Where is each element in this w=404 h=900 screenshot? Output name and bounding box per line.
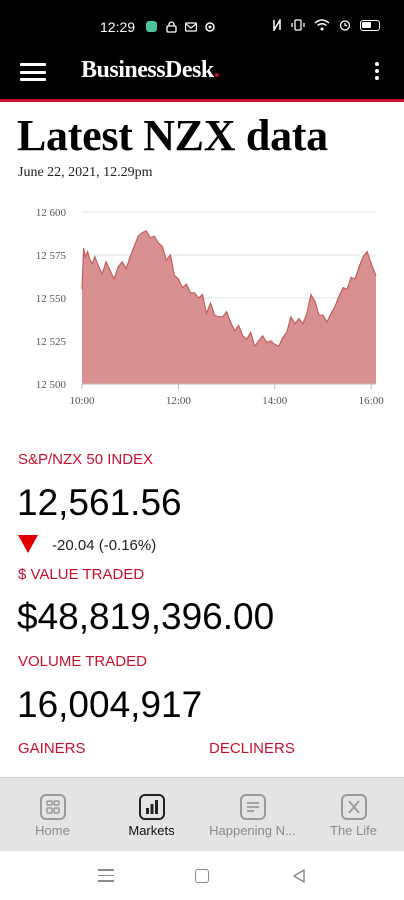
app-badge-icon	[146, 21, 157, 32]
app-bar: BusinessDesk.	[0, 40, 404, 102]
logo-dot: .	[213, 57, 220, 83]
mail-icon	[185, 22, 197, 32]
index-label: S&P/NZX 50 INDEX	[18, 451, 154, 468]
lock-icon	[166, 21, 177, 33]
home-icon	[39, 794, 66, 820]
recent-apps-icon[interactable]	[98, 869, 114, 886]
status-time: 12:29	[100, 19, 136, 35]
settings-icon	[205, 22, 215, 32]
value-traded-label: $ VALUE TRADED	[18, 566, 145, 583]
page-date: June 22, 2021, 12.29pm	[18, 165, 153, 180]
x-tick-label: 12:00	[166, 395, 192, 407]
volume-traded-label: VOLUME TRADED	[18, 653, 147, 670]
x-tick-label: 14:00	[262, 395, 288, 407]
more-vertical-icon[interactable]	[374, 62, 380, 82]
home-button-icon[interactable]	[195, 869, 209, 883]
battery-icon	[360, 19, 380, 31]
system-navigation-bar	[0, 851, 404, 900]
wifi-icon	[314, 19, 330, 31]
gainers-label: GAINERS	[18, 740, 86, 757]
decliners-label: DECLINERS	[209, 740, 295, 757]
x-tick-label: 10:00	[69, 395, 95, 407]
nfc-icon	[273, 19, 281, 31]
nav-markets-label: Markets	[128, 823, 175, 838]
nav-happening-now-label: Happening N...	[209, 823, 296, 838]
status-bar: 12:29	[0, 0, 404, 40]
index-value: 12,561.56	[17, 482, 182, 523]
nav-the-life-label: The Life	[330, 823, 377, 838]
brand-logo[interactable]: BusinessDesk.	[81, 57, 220, 84]
y-tick-label: 12 600	[36, 207, 67, 219]
bar-chart-icon	[138, 794, 165, 820]
y-tick-label: 12 500	[36, 379, 67, 391]
back-icon[interactable]	[292, 869, 306, 883]
status-right-icons	[272, 19, 380, 31]
header-accent-line	[0, 99, 404, 102]
y-tick-label: 12 525	[36, 336, 67, 348]
alarm-icon	[339, 20, 351, 31]
vibrate-icon	[291, 19, 305, 31]
price-line	[81, 230, 377, 348]
y-tick-label: 12 550	[36, 293, 67, 305]
x-tick-label: 16:00	[359, 395, 385, 407]
nav-home[interactable]: Home	[2, 778, 103, 852]
bottom-navigation: Home Markets Happening N... The Life	[0, 777, 404, 851]
nav-the-life[interactable]: The Life	[303, 778, 404, 852]
value-traded: $48,819,396.00	[17, 596, 275, 637]
price-area	[82, 230, 376, 384]
article-icon	[239, 794, 266, 820]
page-title: Latest NZX data	[17, 111, 328, 160]
dining-icon	[340, 794, 367, 820]
y-tick-label: 12 575	[36, 250, 67, 262]
volume-traded: 16,004,917	[17, 684, 203, 725]
nav-markets[interactable]: Markets	[101, 778, 202, 852]
logo-text: BusinessDesk	[81, 57, 214, 83]
hamburger-icon[interactable]	[20, 63, 46, 81]
index-change: -20.04 (-0.16%)	[52, 537, 157, 554]
nav-happening-now[interactable]: Happening N...	[202, 778, 303, 852]
down-arrow-icon	[18, 535, 38, 553]
nav-home-label: Home	[35, 823, 70, 838]
